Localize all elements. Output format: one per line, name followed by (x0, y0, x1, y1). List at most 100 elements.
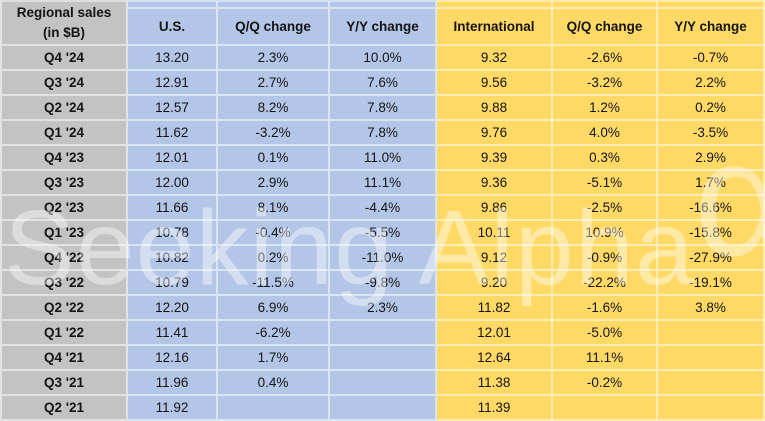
cell (658, 371, 765, 396)
cell: 2.3% (218, 46, 330, 71)
cell: 0.4% (218, 371, 330, 396)
spacer-cell (658, 0, 765, 9)
cell: 4.0% (553, 121, 658, 146)
cell: 9.88 (437, 96, 553, 121)
table-row: Q3 '22 10.79 -11.5% -9.8% 9.20 -22.2% -19.1% (0, 271, 765, 296)
table-row: Q3 '23 12.00 2.9% 11.1% 9.36 -5.1% 1.7% (0, 171, 765, 196)
cell: 6.9% (218, 296, 330, 321)
cell: 7.8% (330, 121, 437, 146)
cell: -0.9% (553, 246, 658, 271)
cell: -5.0% (553, 321, 658, 346)
cell: 1.7% (658, 171, 765, 196)
spacer-cell (330, 0, 437, 9)
table-row: Q2 '21 11.92 11.39 (0, 396, 765, 421)
cell: -3.2% (218, 121, 330, 146)
table-row: Q3 '21 11.96 0.4% 11.38 -0.2% (0, 371, 765, 396)
table-row: Q4 '22 10.82 0.2% -11.0% 9.12 -0.9% -27.9% (0, 246, 765, 271)
table-row: Q2 '22 12.20 6.9% 2.3% 11.82 -1.6% 3.8% (0, 296, 765, 321)
cell: 7.6% (330, 71, 437, 96)
row-label: Q1 '23 (0, 221, 128, 246)
cell: 8.1% (218, 196, 330, 221)
cell: 8.2% (218, 96, 330, 121)
row-label: Q4 '21 (0, 346, 128, 371)
table-row: Q2 '24 12.57 8.2% 7.8% 9.88 1.2% 0.2% (0, 96, 765, 121)
table-row: Q4 '21 12.16 1.7% 12.64 11.1% (0, 346, 765, 371)
cell: -4.4% (330, 196, 437, 221)
cell (658, 321, 765, 346)
cell: 0.1% (218, 146, 330, 171)
cell: 11.62 (128, 121, 218, 146)
cell: 9.76 (437, 121, 553, 146)
cell: 9.12 (437, 246, 553, 271)
cell: -11.5% (218, 271, 330, 296)
cell: -0.7% (658, 46, 765, 71)
cell (330, 371, 437, 396)
cell: 9.56 (437, 71, 553, 96)
spacer-cell (128, 0, 218, 9)
cell: 13.20 (128, 46, 218, 71)
cell: 3.8% (658, 296, 765, 321)
cell: 12.01 (128, 146, 218, 171)
row-label: Q2 '23 (0, 196, 128, 221)
table-title-line1: Regional sales (16, 4, 112, 20)
table-row: Q2 '23 11.66 8.1% -4.4% 9.86 -2.5% -16.6% (0, 196, 765, 221)
cell: 11.38 (437, 371, 553, 396)
table-row: Q1 '24 11.62 -3.2% 7.8% 9.76 4.0% -3.5% (0, 121, 765, 146)
cell: -22.2% (553, 271, 658, 296)
cell: 12.00 (128, 171, 218, 196)
cell: -9.8% (330, 271, 437, 296)
cell: -3.5% (658, 121, 765, 146)
cell: 2.3% (330, 296, 437, 321)
spacer-row: Regional sales (in $B) (0, 0, 765, 46)
spacer-cell (437, 0, 553, 9)
cell: 12.64 (437, 346, 553, 371)
table-row: Q4 '23 12.01 0.1% 11.0% 9.39 0.3% 2.9% (0, 146, 765, 171)
cell: 12.01 (437, 321, 553, 346)
cell: 11.82 (437, 296, 553, 321)
table-row: Q4 '24 13.20 2.3% 10.0% 9.32 -2.6% -0.7% (0, 46, 765, 71)
cell: 9.86 (437, 196, 553, 221)
cell: 10.78 (128, 221, 218, 246)
row-label: Q2 '21 (0, 396, 128, 421)
table-row: Q1 '23 10.78 -0.4% -5.5% 10.11 10.9% -15.8% (0, 221, 765, 246)
cell: -16.6% (658, 196, 765, 221)
cell: 9.39 (437, 146, 553, 171)
cell: 12.20 (128, 296, 218, 321)
table-title: Regional sales (in $B) (0, 0, 128, 46)
cell: -15.8% (658, 221, 765, 246)
cell: 10.11 (437, 221, 553, 246)
cell: -5.5% (330, 221, 437, 246)
column-header-intl: International (437, 9, 553, 46)
column-header-us-qq: Q/Q change (218, 9, 330, 46)
cell: 9.32 (437, 46, 553, 71)
row-label: Q2 '22 (0, 296, 128, 321)
cell: 12.16 (128, 346, 218, 371)
cell (330, 346, 437, 371)
cell: 10.9% (553, 221, 658, 246)
cell: 10.0% (330, 46, 437, 71)
cell (658, 346, 765, 371)
cell: -5.1% (553, 171, 658, 196)
cell: -0.2% (553, 371, 658, 396)
table-row: Q3 '24 12.91 2.7% 7.6% 9.56 -3.2% 2.2% (0, 71, 765, 96)
spacer-cell (218, 0, 330, 9)
cell: 11.96 (128, 371, 218, 396)
cell (658, 396, 765, 421)
table-body: Q4 '24 13.20 2.3% 10.0% 9.32 -2.6% -0.7% Q3 '24… (0, 46, 765, 421)
cell: 12.91 (128, 71, 218, 96)
row-label: Q4 '22 (0, 246, 128, 271)
cell: 11.66 (128, 196, 218, 221)
cell: 9.20 (437, 271, 553, 296)
cell: 7.8% (330, 96, 437, 121)
cell (553, 396, 658, 421)
cell (330, 396, 437, 421)
row-label: Q4 '23 (0, 146, 128, 171)
cell: 10.79 (128, 271, 218, 296)
row-label: Q1 '22 (0, 321, 128, 346)
cell: 12.57 (128, 96, 218, 121)
column-header-us-yy: Y/Y change (330, 9, 437, 46)
cell: -2.5% (553, 196, 658, 221)
table-title-line2: (in $B) (43, 25, 85, 40)
spacer-cell (553, 0, 658, 9)
